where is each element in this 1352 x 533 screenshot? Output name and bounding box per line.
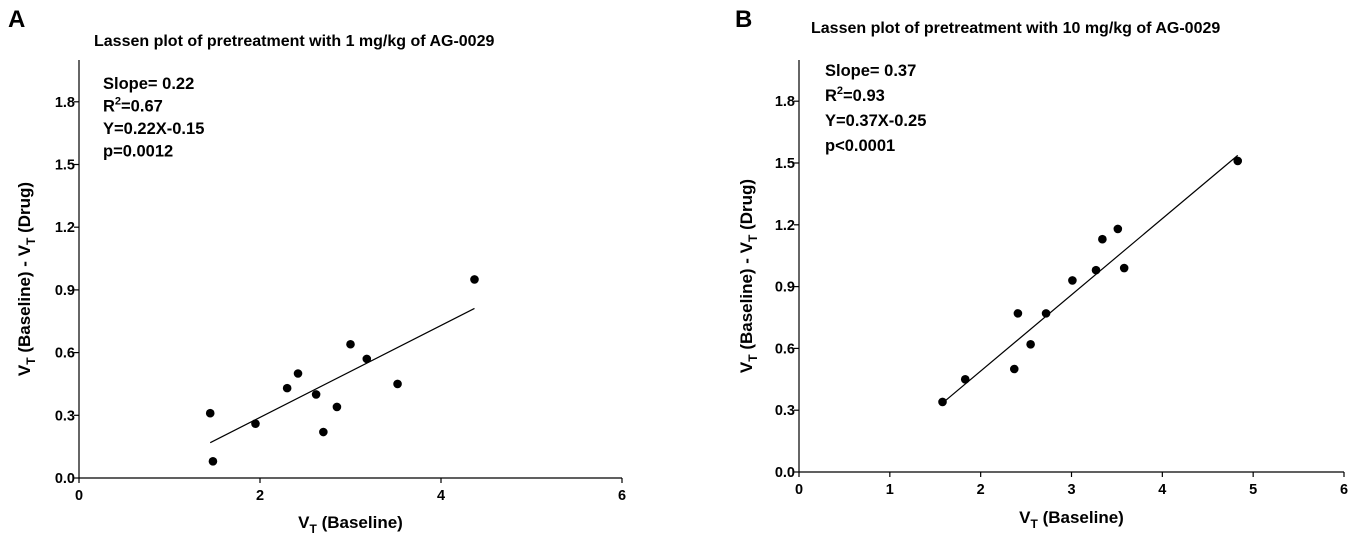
y-tick-label: 0.9 [775,280,795,296]
y-tick-label: 1.5 [775,156,795,172]
data-point [470,275,479,284]
x-tick-label: 0 [795,482,803,498]
y-tick-label: 0.3 [775,403,795,419]
data-point [960,375,970,384]
panel-letter: B [735,6,752,33]
data-point [205,408,215,418]
x-tick-label: 5 [1249,482,1257,498]
y-tick-label: 1.5 [55,158,75,174]
data-point [1233,156,1243,166]
x-tick-label: 4 [437,488,445,504]
y-tick-label: 1.2 [55,220,75,236]
data-point [346,339,355,349]
x-tick-label: 3 [1067,482,1075,498]
data-point [319,427,328,437]
equation-annotation: Y=0.37X-0.25 [825,112,926,130]
y-tick-label: 1.2 [775,218,795,234]
y-tick-label: 0.9 [55,283,75,299]
y-axis-label: VT (Baseline) - VT (Drug) [737,179,760,373]
y-tick-label: 0.6 [775,341,795,357]
x-tick-label: 4 [1158,482,1166,498]
y-tick-label: 0.0 [775,465,795,481]
r-squared-annotation: R2=0.67 [103,96,163,116]
data-point [1041,309,1051,318]
equation-annotation: Y=0.22X-0.15 [103,120,204,138]
data-point [1098,234,1107,244]
data-point [1119,263,1129,273]
y-tick-label: 1.8 [55,95,75,111]
x-tick-label: 6 [618,488,626,504]
data-point [1009,364,1019,374]
data-point [293,369,303,378]
data-point [1091,265,1101,275]
data-point [332,402,342,412]
chart-title: Lassen plot of pretreatment with 1 mg/kg… [94,33,494,50]
data-point [1068,276,1077,285]
regression-line [209,307,475,444]
y-tick-label: 0.0 [55,471,75,487]
data-point [393,379,402,389]
panel-a: A Lassen plot of pretreatment with 1 mg/k… [8,6,626,533]
data-point [1013,309,1023,318]
data-point [362,354,372,364]
data-point [282,383,292,393]
y-tick-label: 1.8 [775,94,795,110]
r-squared-annotation: R2=0.93 [825,85,885,105]
p-value-annotation: p=0.0012 [103,143,173,161]
data-point [1026,339,1035,349]
slope-annotation: Slope= 0.22 [103,75,194,93]
panel-b: B Lassen plot of pretreatment with 10 mg/… [735,6,1348,531]
data-point [251,419,260,428]
p-value-annotation: p<0.0001 [825,137,895,155]
data-point [1113,224,1123,234]
slope-annotation: Slope= 0.37 [825,62,916,80]
data-point [311,390,321,399]
x-tick-label: 2 [977,482,985,498]
panel-letter: A [8,6,25,33]
data-point [208,456,218,466]
x-tick-label: 0 [75,488,83,504]
chart-title: Lassen plot of pretreatment with 10 mg/k… [811,20,1220,37]
y-axis-label: VT (Baseline) - VT (Drug) [15,182,38,376]
y-tick-label: 0.6 [55,346,75,362]
x-tick-label: 2 [256,488,264,504]
x-axis-label: VT (Baseline) [298,513,403,533]
x-tick-label: 6 [1340,482,1348,498]
y-tick-label: 0.3 [55,408,75,424]
data-point [938,397,947,407]
regression-line [942,154,1239,404]
x-axis-label: VT (Baseline) [1019,508,1124,531]
x-tick-label: 1 [886,482,894,498]
